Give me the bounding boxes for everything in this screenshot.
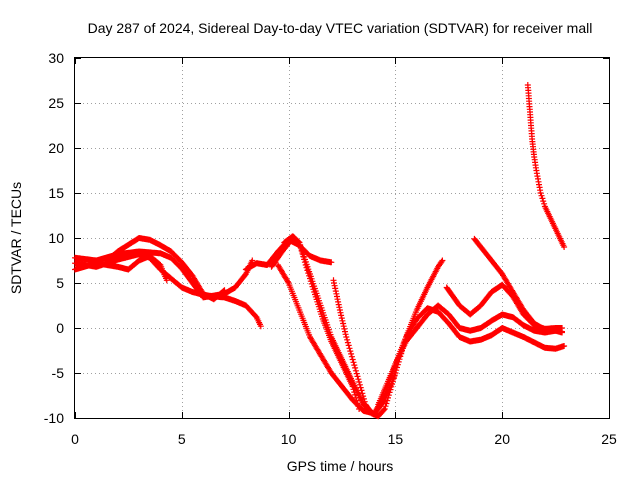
series-arc-h (274, 262, 568, 417)
series-arc-g (281, 233, 399, 418)
series-arc-f (268, 235, 363, 412)
data-points (72, 82, 568, 420)
series-arc-c (72, 253, 170, 284)
series-arc-m (524, 82, 568, 250)
marker-path (274, 262, 568, 417)
series-arc-d (104, 235, 228, 303)
marker-path (443, 281, 565, 332)
y-tick-label: -10 (44, 410, 64, 426)
y-tick-label: 25 (48, 95, 64, 111)
x-tick-label: 10 (281, 431, 297, 447)
marker-path (281, 233, 399, 418)
y-axis-title: SDTVAR / TECUs (8, 182, 24, 294)
series-arc-l (471, 235, 565, 335)
y-tick-label: 5 (56, 275, 64, 291)
x-tick-label: 20 (494, 431, 510, 447)
y-tick-label: 10 (48, 230, 64, 246)
axis-ticks: 0 5 10 15 20 25 -10 -5 0 5 10 15 20 25 30 (44, 50, 617, 447)
marker-path (104, 235, 228, 303)
x-tick-label: 15 (388, 431, 404, 447)
y-tick-label: 15 (48, 185, 64, 201)
marker-path (471, 235, 565, 335)
grid-lines (75, 58, 609, 418)
plot-frame (74, 57, 610, 419)
y-tick-label: 30 (48, 50, 64, 66)
marker-path (524, 82, 568, 250)
y-tick-label: 20 (48, 140, 64, 156)
series-arc-k (443, 281, 565, 332)
x-tick-label: 25 (601, 431, 617, 447)
series-arc-j (375, 302, 565, 408)
x-axis-title: GPS time / hours (287, 458, 394, 474)
marker-path (72, 253, 170, 284)
x-tick-label: 0 (71, 431, 79, 447)
x-tick-label: 5 (178, 431, 186, 447)
y-tick-label: -5 (52, 365, 65, 381)
marker-path (268, 235, 363, 412)
y-tick-label: 0 (56, 320, 64, 336)
marker-path (375, 302, 565, 408)
chart-title: Day 287 of 2024, Sidereal Day-to-day VTE… (88, 20, 593, 36)
